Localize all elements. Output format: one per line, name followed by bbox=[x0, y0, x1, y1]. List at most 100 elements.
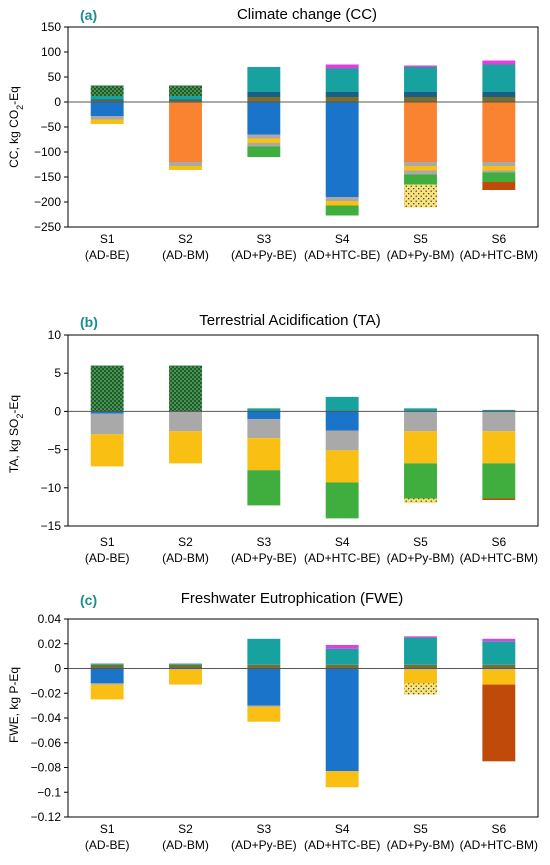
x-categories-cc: S1 (AD-BE) S2 (AD-BM) S3 (AD+Py-BE) S4 (AD+HTC-… bbox=[85, 232, 538, 262]
bar-segment-green bbox=[482, 463, 516, 499]
bar-segment-darkblue bbox=[404, 92, 437, 97]
panel-letter-b: (b) bbox=[80, 314, 98, 330]
y-tick-label: −0.02 bbox=[31, 686, 62, 700]
bar-segment-teal bbox=[247, 408, 281, 412]
bar-segment-gray bbox=[325, 197, 359, 201]
chart-title-fwe: Freshwater Eutrophication (FWE) bbox=[181, 590, 404, 607]
y-tick-label: 0.04 bbox=[38, 612, 62, 626]
bar-segment-darkblue bbox=[325, 92, 359, 97]
category-desc-label: (AD-BM) bbox=[162, 248, 209, 262]
y-tick-label: −0.04 bbox=[31, 711, 62, 725]
bar-segment-yellow bbox=[90, 119, 124, 124]
y-tick-label: 0 bbox=[54, 662, 61, 676]
bar-segment-teal bbox=[482, 409, 516, 412]
y-tick-label: −50 bbox=[41, 120, 62, 134]
category-code-label: S3 bbox=[256, 535, 271, 549]
bar-segment-olive bbox=[404, 97, 437, 102]
bar-segment-teal bbox=[247, 638, 281, 665]
panel-freshwater-eutrophication: (c) Freshwater Eutrophication (FWE) FWE,… bbox=[7, 590, 539, 852]
bar-segment-yellow bbox=[169, 669, 202, 685]
category-desc-label: (AD+Py-BE) bbox=[231, 838, 297, 852]
bar-segment-darkblue bbox=[90, 99, 124, 101]
bar-segment-teal bbox=[90, 663, 124, 665]
category-code-label: S6 bbox=[491, 822, 506, 836]
y-tick-label: −250 bbox=[34, 220, 61, 234]
bar-segment-teal bbox=[169, 663, 202, 665]
bar-segment-green bbox=[325, 482, 359, 519]
bar-segment-blue bbox=[90, 411, 124, 414]
category-code-label: S4 bbox=[335, 822, 350, 836]
category-code-label: S5 bbox=[413, 535, 428, 549]
bar-segment-green bbox=[247, 470, 281, 506]
bar-segment-yellow bbox=[90, 434, 124, 467]
y-tick-label: 100 bbox=[41, 45, 61, 59]
bar-segment-green bbox=[325, 205, 359, 216]
bar-segment-yellow bbox=[247, 438, 281, 471]
category-desc-label: (AD+Py-BE) bbox=[231, 551, 297, 565]
bar-segment-olive bbox=[90, 100, 124, 102]
panel-letter-a: (a) bbox=[80, 7, 97, 23]
category-code-label: S6 bbox=[491, 535, 506, 549]
bar-segment-gray bbox=[482, 411, 516, 432]
category-desc-label: (AD+HTC-BE) bbox=[304, 248, 380, 262]
bar-segment-green bbox=[404, 174, 437, 185]
y-tick-label: 0.02 bbox=[38, 637, 62, 651]
category-code-label: S3 bbox=[256, 822, 271, 836]
bar-segment-olive bbox=[247, 97, 281, 102]
y-ticks-ta: 10 5 0 −5 −10 −15 bbox=[41, 328, 68, 533]
bar-segment-gray bbox=[169, 668, 202, 670]
bar-segment-teal bbox=[247, 67, 281, 92]
bar-segment-teal bbox=[169, 96, 202, 100]
bar-segment-yellow bbox=[247, 138, 281, 143]
bar-segment-orange bbox=[169, 102, 202, 162]
y-tick-label: −100 bbox=[34, 145, 61, 159]
y-ticks-cc: 150 100 50 0 −50 −100 −150 −200 −250 bbox=[34, 20, 68, 234]
bar-segment-yellow bbox=[404, 669, 437, 684]
y-tick-label: 150 bbox=[41, 20, 61, 34]
y-tick-label: −15 bbox=[41, 519, 62, 533]
panel-letter-c: (c) bbox=[80, 592, 97, 608]
bar-segment-yellow bbox=[325, 201, 359, 206]
category-desc-label: (AD+Py-BE) bbox=[231, 248, 297, 262]
category-code-label: S1 bbox=[100, 822, 115, 836]
bar-segment-yellow bbox=[404, 166, 437, 171]
bar-segment-magenta bbox=[482, 60, 516, 65]
bar-segment-magenta bbox=[404, 636, 437, 638]
bar-segment-orange bbox=[404, 102, 437, 162]
category-code-label: S4 bbox=[335, 535, 350, 549]
bar-segment-teal bbox=[482, 64, 516, 92]
bar-segment-blue bbox=[90, 668, 124, 684]
category-code-label: S6 bbox=[491, 232, 506, 246]
y-tick-label: −5 bbox=[47, 443, 61, 457]
bar-segment-gray bbox=[404, 668, 437, 670]
category-code-label: S2 bbox=[178, 822, 193, 836]
bar-segment-brown bbox=[482, 684, 516, 762]
y-tick-label: −200 bbox=[34, 195, 61, 209]
y-tick-label: 0 bbox=[54, 404, 61, 418]
bar-segment-yellow bbox=[482, 166, 516, 171]
bar-segment-brown bbox=[482, 182, 516, 190]
category-code-label: S5 bbox=[413, 232, 428, 246]
category-desc-label: (AD+Py-BM) bbox=[387, 248, 455, 262]
bar-segment-gray bbox=[169, 162, 202, 166]
bar-segment-blue bbox=[247, 668, 281, 706]
bar-segment-olive bbox=[169, 100, 202, 102]
y-tick-label: −10 bbox=[41, 481, 62, 495]
category-code-label: S1 bbox=[100, 232, 115, 246]
bar-segment-teal bbox=[404, 408, 437, 412]
bar-segment-olive bbox=[482, 664, 516, 669]
chart-title-cc: Climate change (CC) bbox=[237, 6, 377, 23]
bar-segment-gray bbox=[247, 134, 281, 139]
bar-segment-magenta bbox=[325, 644, 359, 649]
bar-segment-gray bbox=[482, 170, 516, 173]
y-tick-label: −0.12 bbox=[31, 810, 62, 824]
category-desc-label: (AD+Py-BM) bbox=[387, 551, 455, 565]
bar-segment-teal bbox=[90, 96, 124, 100]
y-tick-label: 50 bbox=[48, 70, 62, 84]
y-tick-label: −150 bbox=[34, 170, 61, 184]
category-desc-label: (AD-BE) bbox=[85, 551, 130, 565]
bar-segment-gray bbox=[404, 162, 437, 166]
bar-segment-teal bbox=[482, 641, 516, 665]
bar-segment-blue bbox=[247, 411, 281, 420]
